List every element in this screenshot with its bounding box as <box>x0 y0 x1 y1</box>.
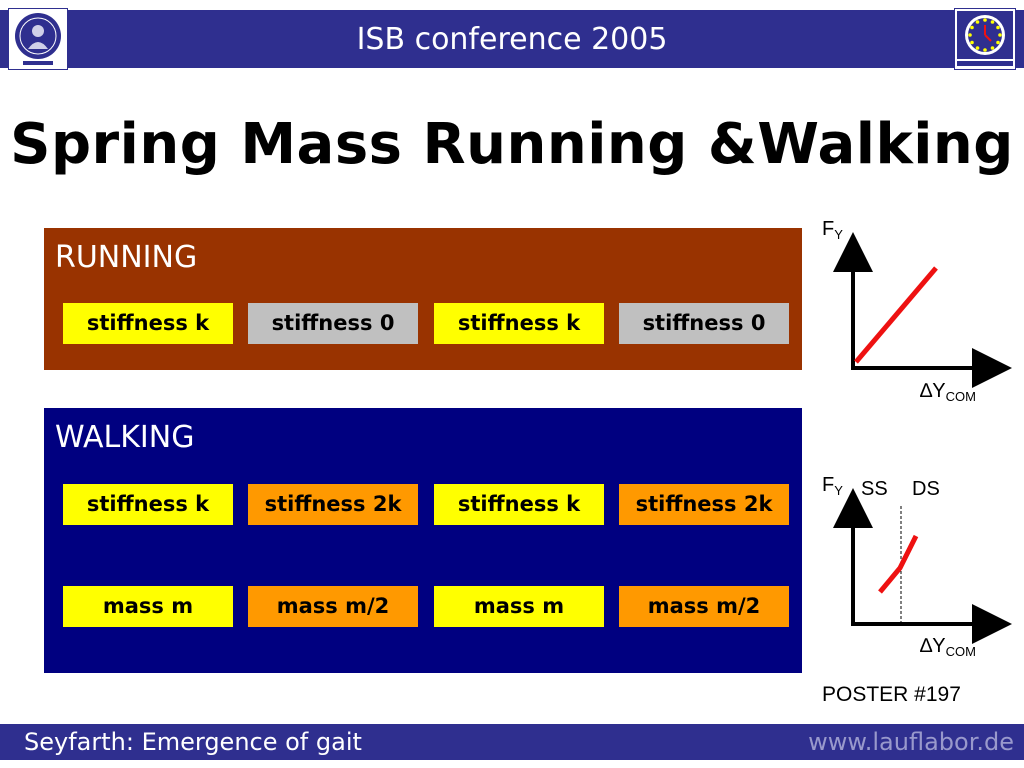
university-seal-icon <box>8 8 68 70</box>
running-panel: RUNNING stiffness k stiffness 0 stiffnes… <box>44 228 802 370</box>
walking-stiffness-pill: stiffness 2k <box>248 484 418 525</box>
walking-mass-pill: mass m/2 <box>619 586 789 627</box>
running-force-graph: FY ∆YCOM <box>812 210 1012 410</box>
walking-panel: WALKING stiffness k stiffness 2k stiffne… <box>44 408 802 673</box>
force-line <box>854 266 938 364</box>
graph-x-label: ∆YCOM <box>920 635 976 659</box>
running-stiffness-pill: stiffness 0 <box>248 303 418 344</box>
footer-author-topic: Seyfarth: Emergence of gait <box>24 728 362 756</box>
conference-title: ISB conference 2005 <box>356 22 668 57</box>
walking-force-graph-axes <box>833 488 1012 644</box>
double-support-label: DS <box>912 478 940 500</box>
walking-mass-pill: mass m/2 <box>248 586 418 627</box>
walking-label: WALKING <box>55 420 195 455</box>
eu-stars-clock-icon <box>954 8 1016 70</box>
graph-x-label: ∆YCOM <box>920 380 976 404</box>
poster-number: POSTER #197 <box>822 683 961 706</box>
graph-y-label: FY <box>822 218 843 242</box>
graph-y-label: FY <box>822 474 843 498</box>
running-force-graph-axes <box>833 232 1012 388</box>
running-stiffness-pill: stiffness k <box>63 303 233 344</box>
single-support-label: SS <box>861 478 888 500</box>
running-label: RUNNING <box>55 240 198 275</box>
running-stiffness-pill: stiffness k <box>434 303 604 344</box>
slide-title: Spring Mass Running &Walking <box>10 112 1014 177</box>
header-bar <box>0 10 1024 68</box>
walking-mass-pill: mass m <box>63 586 233 627</box>
walking-stiffness-pill: stiffness k <box>434 484 604 525</box>
walking-force-graph: FY SS DS ∆YCOM <box>812 470 1012 670</box>
running-stiffness-pill: stiffness 0 <box>619 303 789 344</box>
footer-website-link[interactable]: www.lauflabor.de <box>808 728 1014 756</box>
walking-mass-pill: mass m <box>434 586 604 627</box>
slide-header: ISB conference 2005 <box>0 0 1024 72</box>
slide-footer: Seyfarth: Emergence of gait www.lauflabo… <box>0 724 1024 760</box>
walking-stiffness-pill: stiffness k <box>63 484 233 525</box>
force-line <box>878 534 919 594</box>
walking-stiffness-pill: stiffness 2k <box>619 484 789 525</box>
